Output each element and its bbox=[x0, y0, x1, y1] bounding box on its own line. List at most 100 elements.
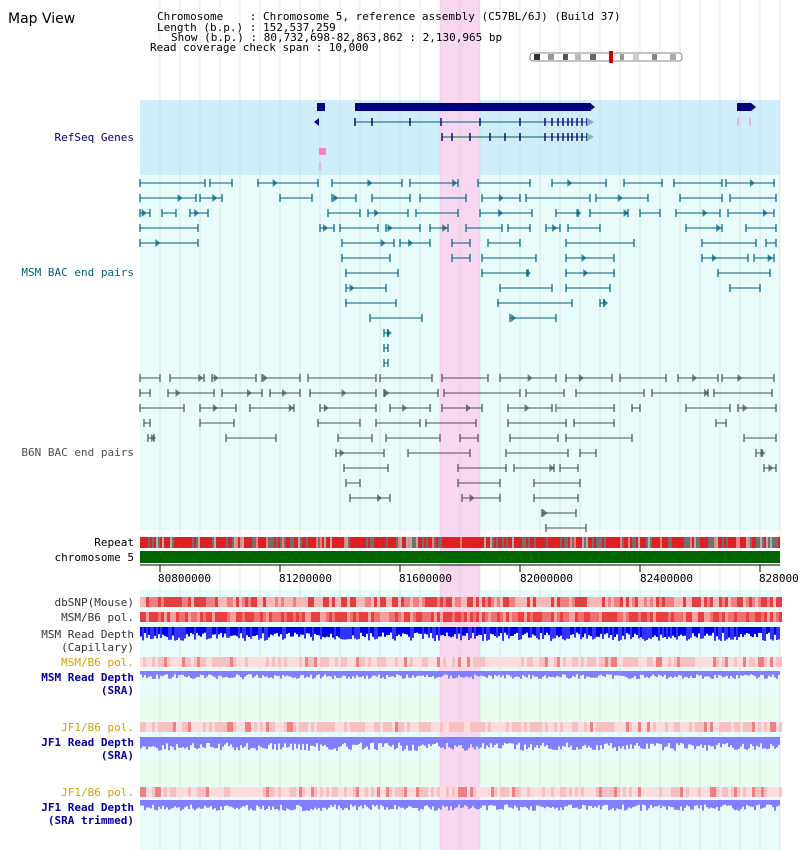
repeat-element bbox=[250, 537, 252, 548]
depth-bar bbox=[418, 737, 420, 747]
depth-bar bbox=[200, 800, 202, 809]
heat-cell bbox=[161, 597, 164, 607]
repeat-element bbox=[528, 537, 530, 548]
heat-cell bbox=[269, 722, 272, 732]
msm-b6-pol-sra-label[interactable]: MSM/B6 pol. bbox=[61, 656, 134, 669]
heat-cell bbox=[227, 787, 230, 797]
heat-cell bbox=[407, 722, 410, 732]
heat-cell bbox=[434, 787, 437, 797]
heat-cell bbox=[245, 612, 248, 622]
heat-cell bbox=[542, 612, 545, 622]
depth-bar bbox=[216, 800, 218, 811]
depth-bar bbox=[244, 737, 246, 747]
repeat-element bbox=[142, 537, 144, 548]
heat-cell bbox=[527, 787, 530, 797]
depth-bar bbox=[206, 627, 208, 640]
heat-cell bbox=[503, 612, 506, 622]
depth-bar bbox=[332, 671, 334, 679]
repeat-element bbox=[482, 537, 484, 548]
axis-tick-label: 82400000 bbox=[640, 572, 693, 585]
depth-bar bbox=[370, 737, 372, 744]
heat-cell bbox=[620, 722, 623, 732]
depth-bar bbox=[260, 671, 262, 679]
heat-cell bbox=[245, 657, 248, 667]
depth-bar bbox=[404, 671, 406, 679]
depth-bar bbox=[608, 671, 610, 675]
b6n-bac-arrow bbox=[542, 509, 548, 517]
heat-cell bbox=[632, 612, 635, 622]
depth-bar bbox=[632, 671, 634, 678]
depth-bar bbox=[432, 737, 434, 745]
heat-cell bbox=[197, 657, 200, 667]
heat-cell bbox=[467, 612, 470, 622]
repeat-element bbox=[758, 537, 760, 548]
repeat-element bbox=[388, 537, 390, 548]
depth-bar bbox=[192, 627, 194, 635]
depth-bar bbox=[190, 800, 192, 805]
depth-bar bbox=[500, 671, 502, 678]
msm-depth-sra-label[interactable]: MSM Read Depth bbox=[41, 671, 134, 684]
heat-cell bbox=[512, 657, 515, 667]
depth-bar bbox=[198, 627, 200, 636]
repeat-element bbox=[532, 537, 534, 548]
depth-bar bbox=[640, 627, 642, 638]
repeat-element bbox=[474, 537, 476, 548]
depth-bar bbox=[156, 737, 158, 749]
depth-bar bbox=[148, 800, 150, 808]
heat-cell bbox=[185, 597, 188, 607]
depth-bar bbox=[546, 800, 548, 807]
heat-cell bbox=[194, 597, 197, 607]
heat-cell bbox=[620, 597, 623, 607]
heat-cell bbox=[680, 787, 683, 797]
heat-cell bbox=[191, 597, 194, 607]
depth-bar bbox=[680, 627, 682, 635]
depth-bar bbox=[492, 671, 494, 679]
depth-bar bbox=[634, 671, 636, 677]
heat-cell bbox=[224, 787, 227, 797]
heat-cell bbox=[377, 787, 380, 797]
heat-cell bbox=[566, 722, 569, 732]
jf1-depth-sra-label[interactable]: JF1 Read Depth bbox=[41, 736, 134, 749]
chromosome-label[interactable]: chromosome 5 bbox=[54, 551, 134, 564]
jf1-b6-pol-trim-label[interactable]: JF1/B6 pol. bbox=[61, 786, 134, 799]
repeat-element bbox=[434, 537, 436, 548]
repeat-element bbox=[140, 537, 142, 548]
repeat-element bbox=[198, 537, 200, 548]
depth-bar bbox=[468, 671, 470, 678]
depth-bar bbox=[436, 737, 438, 743]
heat-cell bbox=[362, 722, 365, 732]
jf1-b6-pol-label[interactable]: JF1/B6 pol. bbox=[61, 721, 134, 734]
depth-bar bbox=[194, 671, 196, 679]
depth-bar bbox=[392, 737, 394, 745]
heat-cell bbox=[716, 722, 719, 732]
repeat-element bbox=[606, 537, 608, 548]
depth-bar bbox=[662, 627, 664, 638]
heat-cell bbox=[167, 722, 170, 732]
depth-bar bbox=[578, 737, 580, 750]
heat-cell bbox=[428, 722, 431, 732]
jf1-depth-trim-label[interactable]: JF1 Read Depth bbox=[41, 801, 134, 814]
repeat-label[interactable]: Repeat bbox=[94, 536, 134, 549]
depth-bar bbox=[330, 671, 332, 677]
depth-bar bbox=[686, 737, 688, 749]
msm-bac-label[interactable]: MSM BAC end pairs bbox=[21, 266, 134, 279]
depth-bar bbox=[668, 627, 670, 637]
msm-depth-capillary-label[interactable]: MSM Read Depth bbox=[41, 628, 134, 641]
heat-cell bbox=[428, 597, 431, 607]
b6n-bac-label[interactable]: B6N BAC end pairs bbox=[21, 446, 134, 459]
heat-cell bbox=[332, 722, 335, 732]
dbsnp-label[interactable]: dbSNP(Mouse) bbox=[54, 596, 134, 609]
heat-cell bbox=[278, 722, 281, 732]
depth-bar bbox=[756, 800, 758, 806]
heat-cell bbox=[662, 612, 665, 622]
msm-b6-pol-label[interactable]: MSM/B6 pol. bbox=[61, 611, 134, 624]
depth-bar bbox=[512, 627, 514, 636]
depth-bar bbox=[312, 737, 314, 746]
depth-bar bbox=[306, 800, 308, 811]
depth-bar bbox=[612, 737, 614, 749]
heat-cell bbox=[698, 612, 701, 622]
depth-bar bbox=[678, 737, 680, 746]
heat-cell bbox=[629, 787, 632, 797]
refseq-genes-label[interactable]: RefSeq Genes bbox=[54, 131, 134, 144]
